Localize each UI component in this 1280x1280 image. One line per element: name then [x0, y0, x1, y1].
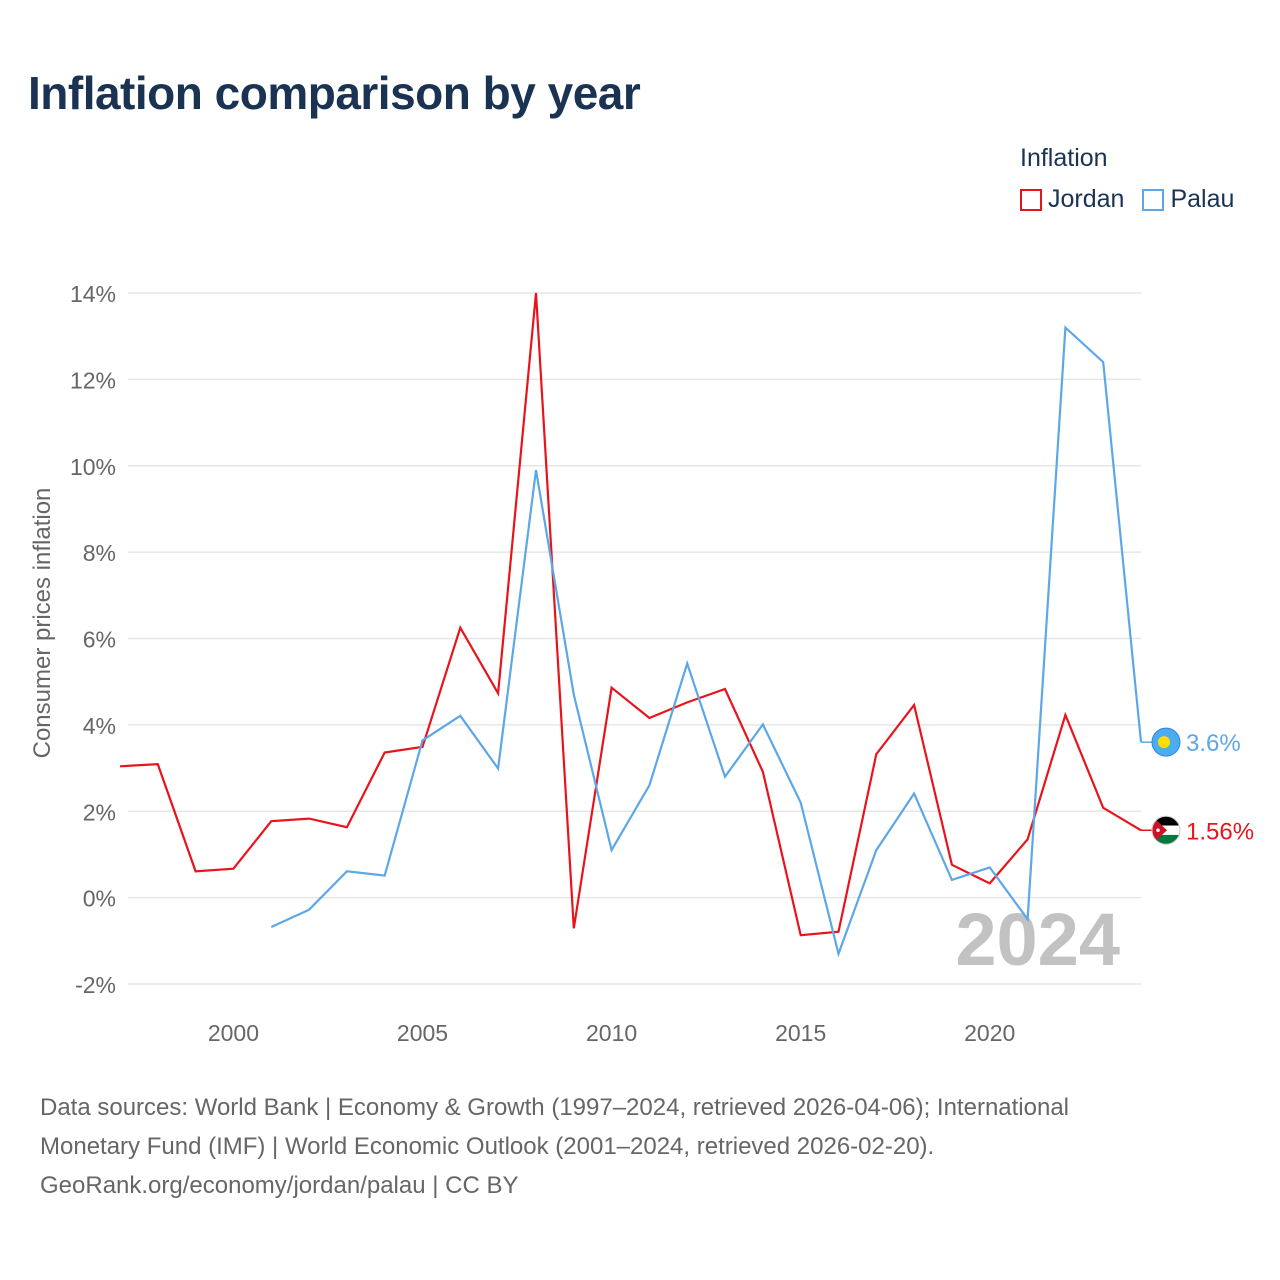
y-tick-label: 12%: [70, 367, 116, 393]
legend: Jordan Palau: [1020, 185, 1252, 214]
chart-title: Inflation comparison by year: [28, 67, 641, 119]
flag-palau-icon: [1151, 727, 1181, 757]
end-value-label-palau: 3.6%: [1186, 730, 1241, 757]
y-tick-label: 6%: [83, 627, 116, 653]
legend-item-jordan[interactable]: Jordan: [1020, 185, 1124, 214]
data-sources: Data sources: World Bank | Economy & Gro…: [40, 1088, 1240, 1205]
flag-jordan-icon: [1151, 815, 1181, 845]
x-tick-label: 2005: [397, 1020, 448, 1046]
x-tick-label: 2020: [964, 1020, 1015, 1046]
legend-label-palau: Palau: [1170, 185, 1235, 213]
end-value-label-jordan: 1.56%: [1186, 818, 1254, 845]
y-tick-label: 8%: [83, 540, 116, 566]
y-tick-label: 14%: [70, 281, 116, 307]
x-tick-label: 2010: [586, 1020, 637, 1046]
year-watermark: 2024: [955, 898, 1120, 981]
legend-swatch-palau: [1142, 188, 1165, 211]
y-tick-labels: -2% 0% 2% 4% 6% 8% 10% 12% 14%: [70, 281, 116, 998]
y-tick-label: -2%: [75, 972, 116, 998]
legend-title: Inflation: [1020, 144, 1108, 172]
y-tick-label: 0%: [83, 886, 116, 912]
y-tick-label: 2%: [83, 799, 116, 825]
sources-line-2: Monetary Fund (IMF) | World Economic Out…: [40, 1133, 935, 1160]
sources-line-3[interactable]: GeoRank.org/economy/jordan/palau | CC BY: [40, 1172, 519, 1199]
x-tick-labels: 2000 2005 2010 2015 2020: [208, 1020, 1015, 1046]
legend-label-jordan: Jordan: [1048, 185, 1125, 213]
x-tick-label: 2000: [208, 1020, 259, 1046]
x-tick-label: 2015: [775, 1020, 826, 1046]
y-axis-label: Consumer prices inflation: [29, 488, 56, 759]
legend-swatch-jordan: [1020, 188, 1042, 211]
legend-item-palau[interactable]: Palau: [1142, 185, 1234, 214]
series-line-palau[interactable]: [270, 325, 1143, 958]
sources-line-1: Data sources: World Bank | Economy & Gro…: [40, 1094, 1070, 1121]
grid-lines: [128, 292, 1141, 985]
line-chart: -2%0%2%4%6%8%10%12%14% 2000 2005 2010 2015 2…: [29, 281, 1254, 1046]
y-tick-label: 10%: [70, 454, 116, 480]
y-tick-label: 4%: [83, 713, 116, 739]
series-line-jordan[interactable]: [119, 292, 1142, 937]
